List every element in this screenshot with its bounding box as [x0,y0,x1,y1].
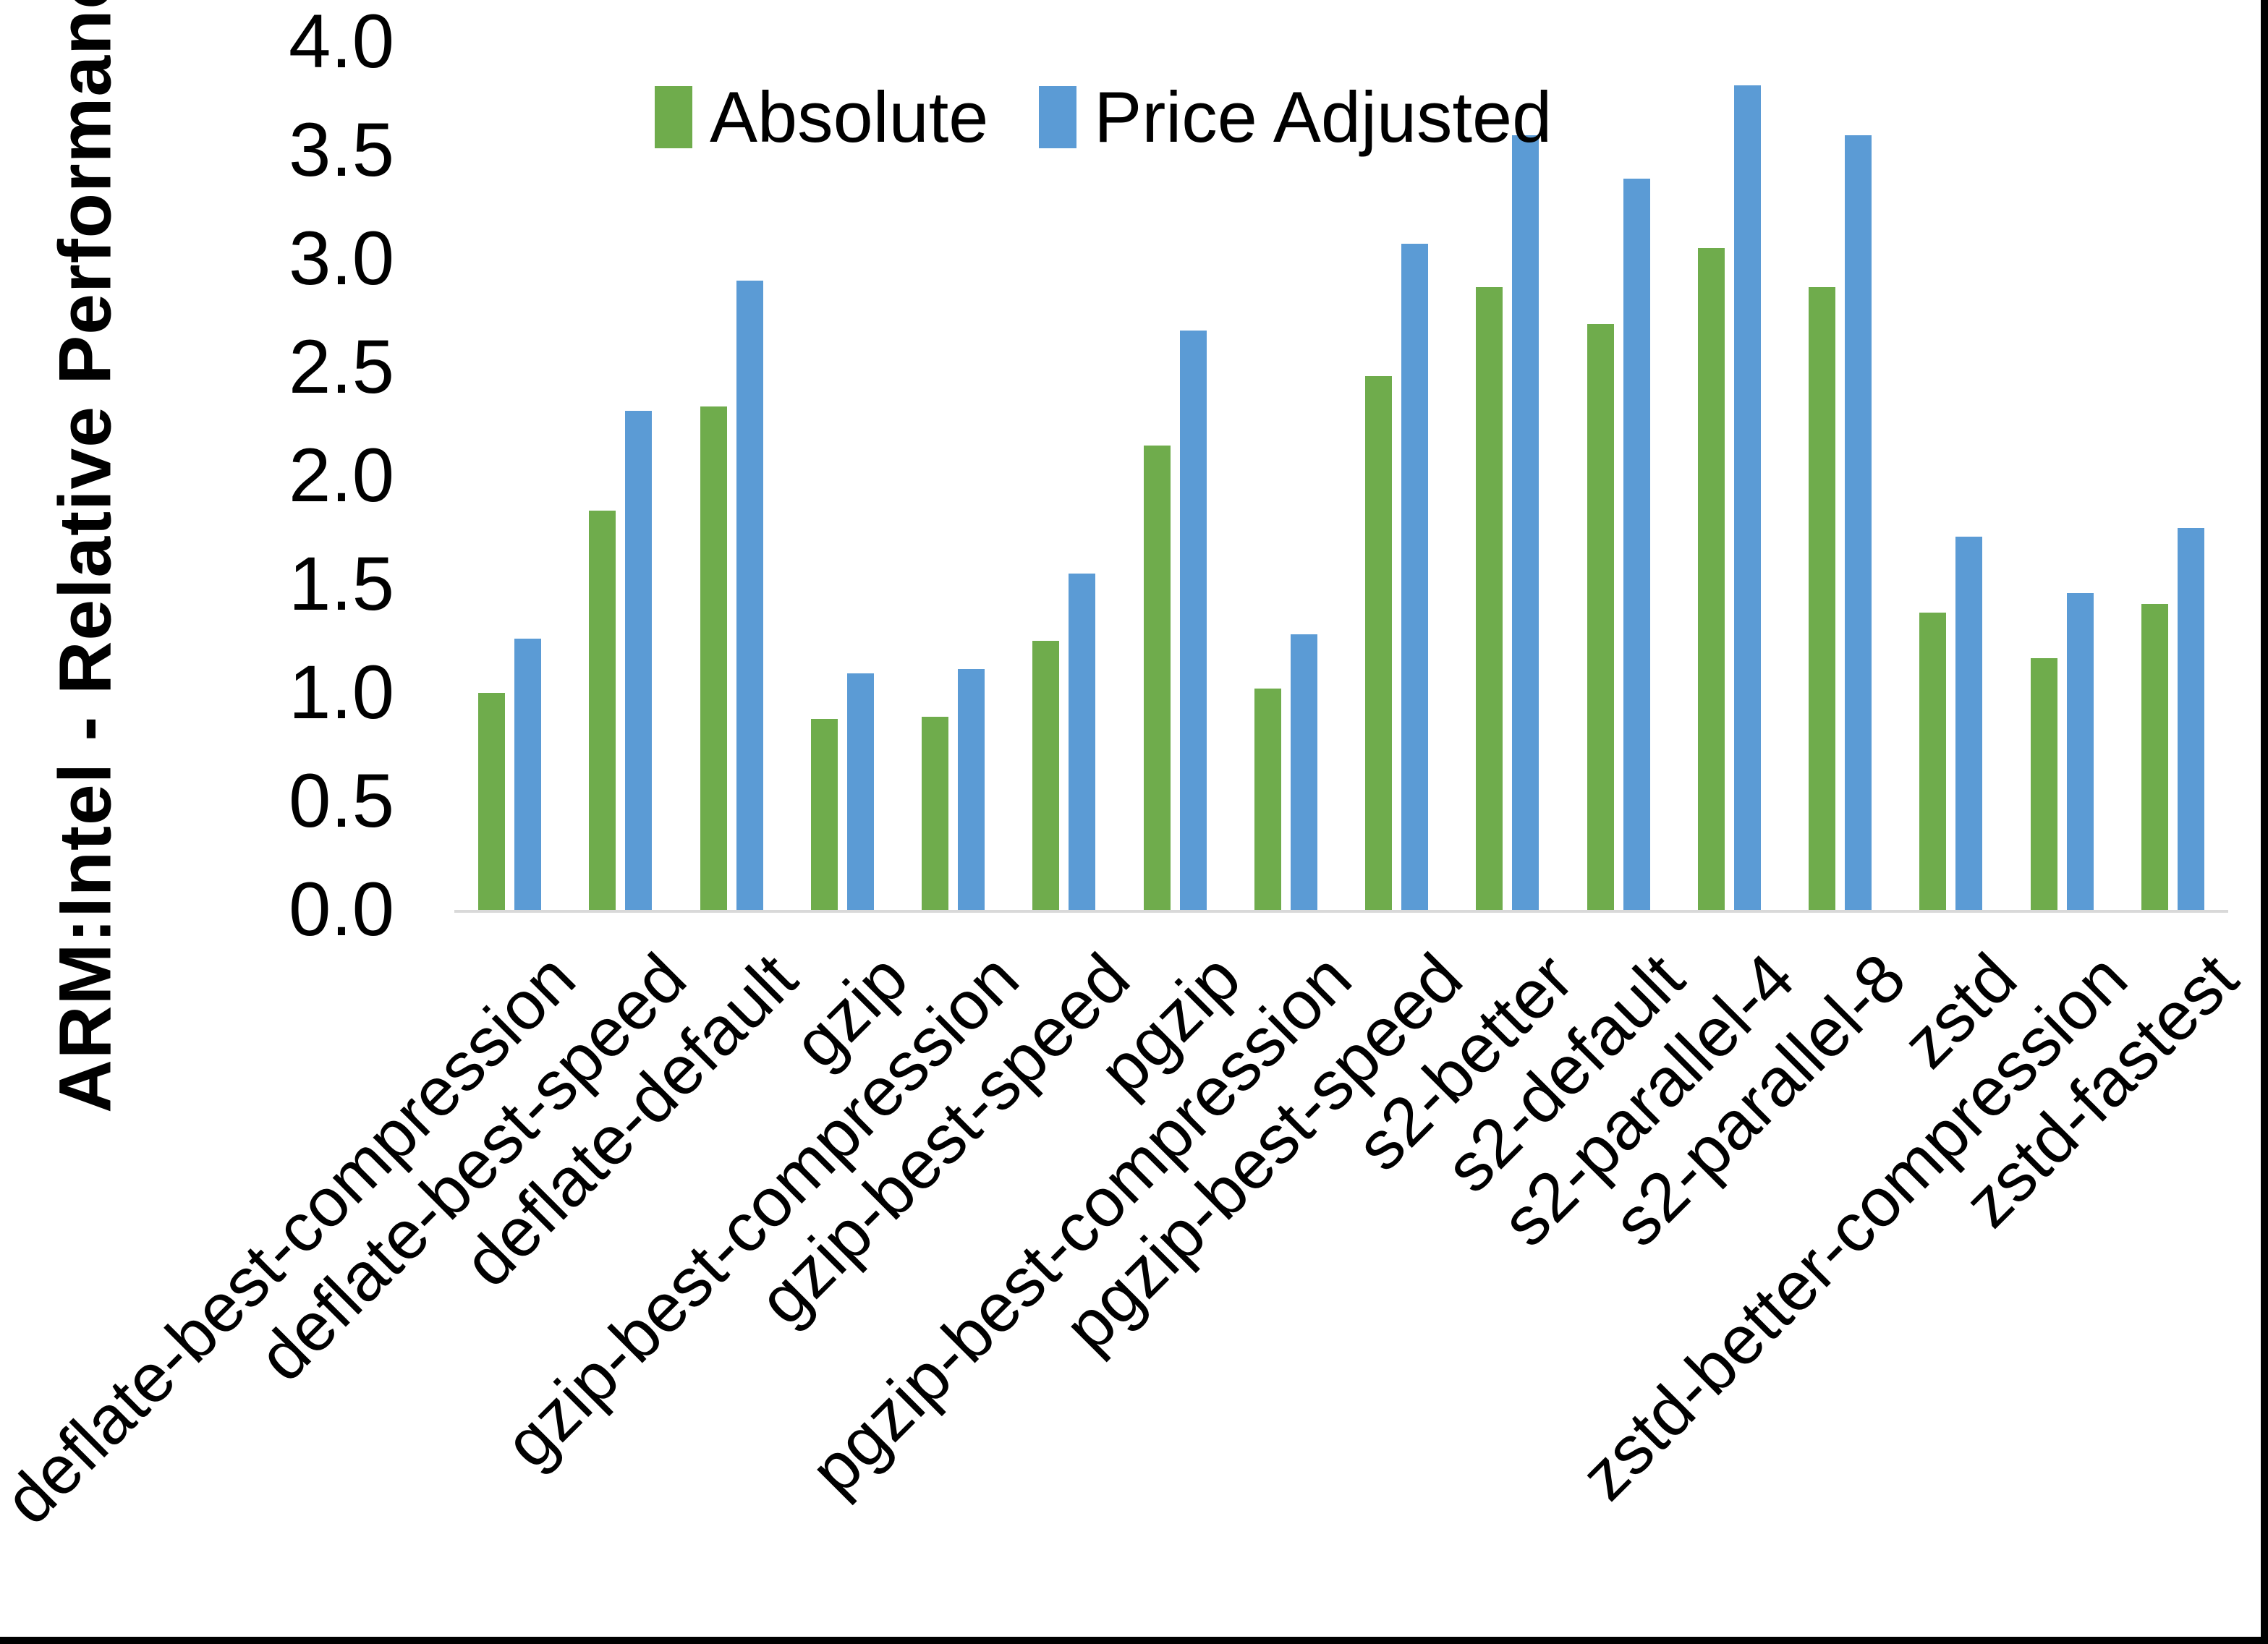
bar-absolute [1032,641,1060,910]
bar-price-adjusted [1401,244,1429,910]
bar-absolute [478,693,506,910]
y-tick-label: 0.5 [289,759,394,843]
bar-absolute [1143,446,1171,910]
bar-price-adjusted [1512,135,1539,910]
bar-group [1452,42,1563,910]
legend-label: Absolute [710,77,989,157]
bar-group [1231,42,1341,910]
bar-group [565,42,676,910]
bar-absolute [1697,248,1725,910]
y-tick-label: 4.0 [289,0,394,84]
y-tick-label: 3.0 [289,216,394,301]
bar-price-adjusted [1069,574,1096,910]
y-tick-label: 3.5 [289,108,394,192]
bar-absolute [2141,604,2168,910]
bar-price-adjusted [1955,537,1983,910]
bar-absolute [922,717,949,910]
bar-group [676,42,787,910]
y-tick-label: 1.5 [289,542,394,626]
bar-price-adjusted [958,669,985,910]
bar-group [1120,42,1231,910]
bar-group [1674,42,1785,910]
bar-absolute [589,511,616,910]
bar-price-adjusted [514,639,542,910]
bar-group [1008,42,1119,910]
bar-absolute [810,719,838,910]
x-axis-line [454,910,2228,913]
bar-price-adjusted [1179,331,1207,910]
bar-price-adjusted [846,673,874,910]
bar-group [2118,42,2228,910]
bar-group [1341,42,1452,910]
legend-item-absolute: Absolute [655,81,988,153]
y-tick-label: 2.5 [289,325,394,409]
bar-price-adjusted [1845,135,1872,910]
legend: Absolute Price Adjusted [655,81,1552,153]
legend-swatch-absolute [655,85,692,148]
bar-group [454,42,565,910]
plot-area [454,42,2228,913]
bar-absolute [1809,287,1836,910]
bar-price-adjusted [625,411,653,910]
bar-price-adjusted [2066,593,2094,910]
bar-group [2007,42,2118,910]
bar-absolute [1254,689,1281,910]
bars-layer [454,42,2228,910]
bar-absolute [1476,287,1503,910]
legend-item-price-adjusted: Price Adjusted [1039,81,1552,153]
bar-absolute [1365,376,1393,910]
bar-group [1785,42,1895,910]
bar-absolute [2030,658,2057,910]
y-tick-label: 0.0 [289,867,394,952]
bar-price-adjusted [1623,179,1650,910]
legend-label: Price Adjusted [1094,77,1553,157]
legend-swatch-price-adjusted [1039,85,1077,148]
bar-price-adjusted [2177,528,2204,910]
bar-group [1895,42,2006,910]
bar-price-adjusted [1290,634,1317,910]
bar-absolute [1919,613,1947,910]
bar-group [1563,42,1674,910]
bar-absolute [1587,324,1614,910]
bar-group [898,42,1008,910]
bar-absolute [700,406,727,910]
bar-price-adjusted [736,281,763,910]
y-tick-label: 1.0 [289,650,394,735]
y-tick-label: 2.0 [289,433,394,518]
bar-group [787,42,898,910]
bar-price-adjusted [1733,85,1761,910]
